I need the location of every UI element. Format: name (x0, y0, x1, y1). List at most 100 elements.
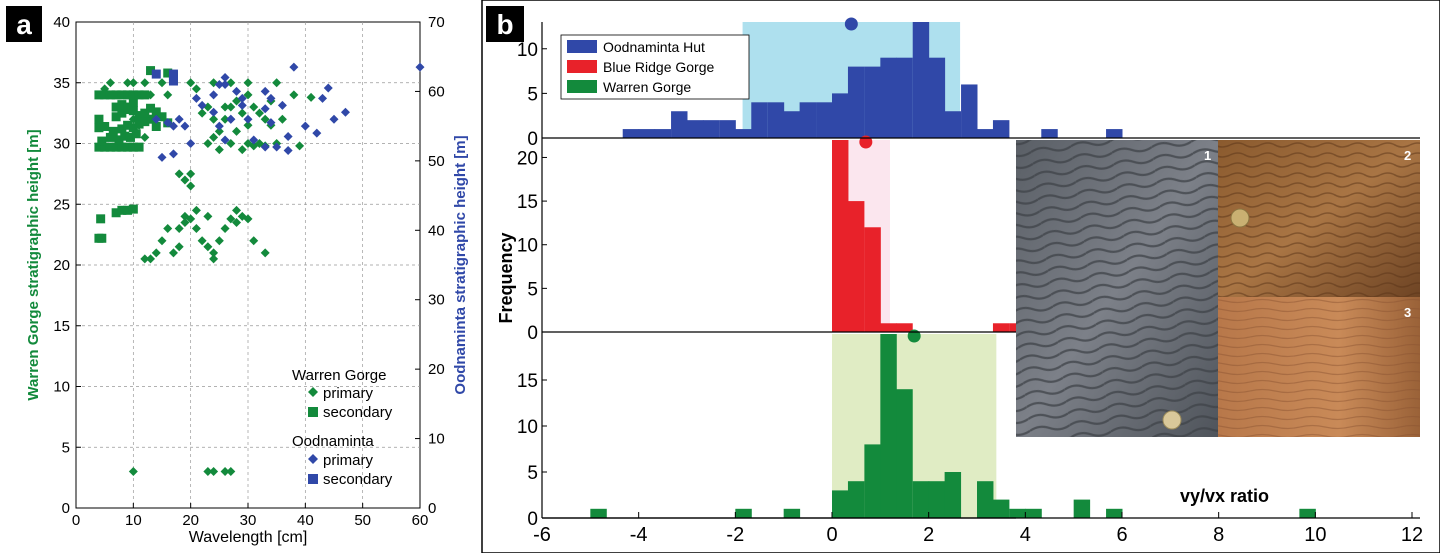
scatter-point-primary (123, 78, 133, 88)
y-tick-label: 10 (517, 236, 538, 257)
scatter-point-primary (226, 467, 236, 477)
scatter-point-secondary (114, 135, 124, 145)
y-tick-label-left: 0 (62, 500, 70, 517)
scatter-point-secondary (157, 112, 167, 122)
histogram-bar (864, 227, 881, 332)
scatter-point-primary (232, 126, 242, 136)
legend-oodnaminta-label: Oodnaminta Hut (603, 39, 705, 55)
legend-warren-secondary-label: secondary (323, 404, 393, 421)
scatter-point-secondary (134, 90, 144, 100)
scatter-point-secondary (97, 136, 107, 146)
panel-b-label: b (496, 9, 513, 40)
scatter-point-secondary (151, 69, 161, 79)
scatter-point-primary (226, 214, 236, 224)
histogram-bar (1025, 508, 1042, 518)
panel-a-xlabel: Wavelength [cm] (189, 529, 308, 546)
legend-warren-label: Warren Gorge (603, 79, 691, 95)
legend-group-oodnaminta: Oodnaminta (292, 433, 374, 450)
scatter-point-primary (168, 149, 178, 159)
y-tick-label-right: 10 (428, 431, 445, 448)
scatter-point-primary (174, 224, 184, 234)
scatter-point-primary (214, 236, 224, 246)
x-tick-label: 4 (1020, 524, 1031, 546)
scatter-point-primary (277, 100, 287, 110)
scatter-point-secondary (111, 102, 121, 112)
scatter-point-primary (237, 108, 247, 118)
scatter-point-primary (260, 142, 270, 152)
scatter-point-secondary (134, 119, 144, 129)
scatter-point-primary (289, 62, 299, 72)
mean-marker (859, 135, 873, 149)
scatter-point-secondary (94, 123, 104, 133)
scatter-point-primary (157, 152, 167, 162)
histogram-bar (1041, 129, 1058, 138)
scatter-point-primary (318, 93, 328, 103)
histogram-bar (896, 323, 913, 332)
scatter-point-primary (163, 90, 173, 100)
scatter-point-secondary (146, 114, 156, 124)
panel-a-marks (94, 62, 425, 477)
scatter-point-primary (209, 107, 219, 117)
scatter-point-primary (214, 121, 224, 131)
scatter-point-primary (214, 126, 224, 136)
y-tick-label-right: 70 (428, 14, 445, 31)
photo-1-label: 1 (1204, 148, 1211, 163)
scatter-point-secondary (146, 66, 156, 76)
histogram-bar (671, 111, 688, 138)
scatter-point-secondary (120, 131, 130, 141)
scatter-point-primary (180, 175, 190, 185)
panel-b-xlabel: vy/vx ratio (1180, 486, 1269, 506)
y-tick-label: 5 (527, 279, 538, 300)
scatter-point-primary (214, 145, 224, 155)
y-tick-label-left: 15 (53, 318, 70, 335)
scatter-point-primary (209, 114, 219, 124)
x-tick-label: 50 (354, 512, 371, 529)
y-tick-label-right: 30 (428, 292, 445, 309)
histogram-bar (799, 102, 817, 138)
histogram-bar (864, 444, 881, 518)
scatter-point-primary (105, 78, 115, 88)
scatter-point-primary (197, 236, 207, 246)
x-tick-label: 10 (125, 512, 142, 529)
scatter-point-primary (140, 254, 150, 264)
histogram-bar (880, 334, 897, 518)
scatter-point-primary (260, 86, 270, 96)
histogram-bar (977, 481, 994, 518)
histogram-bar (816, 102, 833, 138)
legend-warren-primary-label: primary (323, 385, 374, 402)
legend-blue-ridge-swatch (567, 60, 597, 73)
scatter-point-primary (249, 135, 259, 145)
scatter-point-primary (163, 224, 173, 234)
scatter-point-primary (151, 114, 161, 124)
scatter-point-primary (191, 93, 201, 103)
scatter-point-primary (186, 78, 196, 88)
histogram-bar (992, 323, 1010, 332)
y-tick-label-left: 20 (53, 257, 70, 274)
scatter-point-primary (128, 78, 138, 88)
y-tick-label: 0 (527, 129, 538, 150)
scatter-point-primary (306, 92, 316, 102)
histogram-bar (832, 140, 849, 332)
coin-icon (1230, 208, 1250, 228)
scatter-point-secondary (108, 126, 118, 136)
y-tick-label-right: 0 (428, 500, 436, 517)
y-tick-label: 5 (527, 84, 538, 105)
histogram-bar (687, 120, 704, 138)
photo-2-texture (1218, 140, 1420, 297)
scatter-point-primary (243, 114, 253, 124)
histogram-bar (1009, 508, 1026, 518)
histogram-bar (719, 120, 736, 138)
scatter-point-secondary (94, 142, 104, 152)
histogram-bar (783, 508, 801, 518)
scatter-point-primary (157, 78, 167, 88)
scatter-point-secondary (96, 214, 106, 224)
scatter-point-primary (232, 205, 242, 215)
panel-a-label: a (16, 9, 32, 40)
scatter-point-primary (300, 121, 310, 131)
scatter-point-primary (209, 248, 219, 258)
scatter-point-secondary (128, 106, 138, 116)
histogram-bar (944, 472, 962, 518)
histogram-bar (1299, 508, 1316, 518)
histogram-bar (928, 57, 946, 138)
scatter-point-primary (140, 132, 150, 142)
